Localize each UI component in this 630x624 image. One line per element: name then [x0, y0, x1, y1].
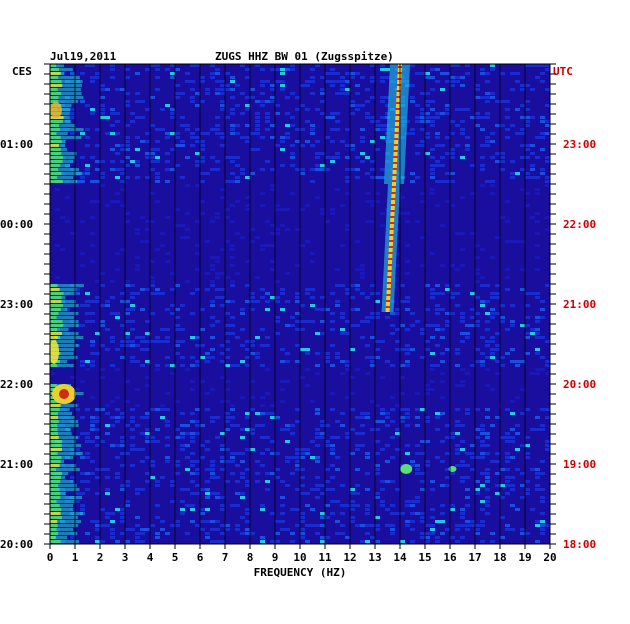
x-tick-label: 9 [272, 551, 279, 564]
spectral-line-13-14hz [381, 64, 457, 474]
x-tick-label: 15 [418, 551, 431, 564]
y-left-tick-label: 00:00 [0, 218, 33, 231]
frequency-grid [74, 64, 526, 544]
x-tick-label: 16 [443, 551, 457, 564]
x-tick-label: 3 [122, 551, 129, 564]
y-right-tick-label: 23:00 [563, 138, 596, 151]
x-tick-label: 17 [468, 551, 481, 564]
y-left-tick-label: 22:00 [0, 378, 33, 391]
y-right-tick-label: 22:00 [563, 218, 596, 231]
x-tick-label: 20 [543, 551, 556, 564]
y-left-tick-label: 21:00 [0, 458, 33, 471]
y-right-tick-label: 20:00 [563, 378, 596, 391]
x-tick-label: 0 [47, 551, 54, 564]
x-tick-label: 7 [222, 551, 229, 564]
x-tick-label: 13 [368, 551, 381, 564]
x-tick-label: 18 [493, 551, 506, 564]
left-axis-zone-label: CES [12, 65, 32, 78]
station-title: ZUGS HHZ BW 01 (Zugsspitze) [215, 50, 394, 63]
x-tick-label: 19 [518, 551, 531, 564]
x-tick-label: 6 [197, 551, 204, 564]
x-tick-label: 11 [318, 551, 332, 564]
y-left-tick-label: 20:00 [0, 538, 33, 551]
x-tick-label: 1 [72, 551, 79, 564]
y-right-tick-label: 18:00 [563, 538, 596, 551]
y-left-tick-label: 23:00 [0, 298, 33, 311]
x-tick-label: 10 [293, 551, 306, 564]
y-left-tick-label: 01:00 [0, 138, 33, 151]
x-tick-label: 8 [247, 551, 254, 564]
y-right-tick-label: 21:00 [563, 298, 596, 311]
y-axis: 01:00 00:00 23:00 22:00 21:00 20:00 23:00 22:00… [0, 63, 596, 551]
x-axis: 0 1 2 3 4 5 6 7 8 9 10 11 12 13 14 15 16 17 18 19 20 [47, 544, 557, 564]
x-tick-label: 12 [343, 551, 356, 564]
low-frequency-energy [49, 64, 84, 543]
x-axis-title: FREQUENCY (HZ) [254, 566, 347, 579]
right-axis-zone-label: UTC [553, 65, 573, 78]
x-tick-label: 2 [97, 551, 104, 564]
x-tick-label: 14 [393, 551, 407, 564]
x-tick-label: 4 [147, 551, 154, 564]
y-right-tick-label: 19:00 [563, 458, 596, 471]
x-tick-label: 5 [172, 551, 179, 564]
date-label: Jul19,2011 [50, 50, 117, 63]
spectrogram-plot [49, 63, 551, 545]
